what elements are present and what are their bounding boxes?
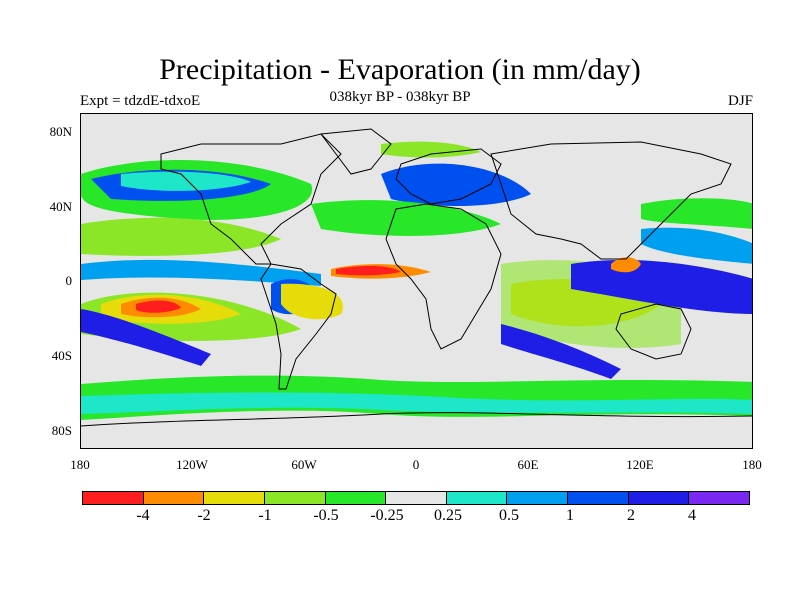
field-spac-red bbox=[136, 300, 181, 313]
lat-label-0: 0 bbox=[65, 273, 73, 288]
lon-label-60w: 60W bbox=[291, 457, 317, 472]
field-spcz-blue bbox=[81, 309, 211, 366]
experiment-label: Expt = tdzdE-tdxoE bbox=[80, 93, 201, 109]
colorbar-box-4 bbox=[325, 492, 387, 504]
cb-label-05: 0.5 bbox=[499, 507, 519, 524]
plot-subtitle: 038kyr BP - 038kyr BP bbox=[329, 89, 471, 105]
field-atl-red bbox=[336, 265, 401, 276]
field-nsub-yellowgreen bbox=[81, 217, 281, 256]
cb-label-neg2: -2 bbox=[197, 507, 211, 524]
coast-north-america bbox=[160, 133, 342, 265]
colorbar-box-8 bbox=[568, 492, 629, 504]
coast-australia bbox=[615, 303, 692, 360]
coast-europe bbox=[395, 148, 502, 205]
field-shading bbox=[81, 141, 752, 420]
colorbar-box-6 bbox=[446, 492, 508, 504]
colorbar-box-7 bbox=[507, 492, 569, 504]
coastlines bbox=[81, 128, 752, 427]
lon-label-60e: 60E bbox=[517, 457, 539, 472]
cb-label-4: 4 bbox=[688, 507, 696, 524]
colorbar bbox=[82, 491, 750, 505]
lat-label-40s: 40S bbox=[51, 348, 72, 363]
field-npac-cyan bbox=[121, 171, 251, 191]
field-scs-orange bbox=[611, 257, 641, 273]
cb-label-2: 2 bbox=[627, 507, 635, 524]
field-arctic-green bbox=[381, 141, 481, 158]
lon-label-120w: 120W bbox=[176, 457, 208, 472]
coast-greenland bbox=[320, 128, 392, 175]
field-southern-cyan bbox=[81, 392, 752, 414]
field-natl-green bbox=[311, 200, 501, 236]
lat-label-80s: 80S bbox=[51, 423, 72, 438]
cb-label-neg05: -0.5 bbox=[313, 507, 339, 524]
cb-label-1: 1 bbox=[566, 507, 574, 524]
field-natl-blue bbox=[381, 163, 531, 206]
map-panel bbox=[80, 113, 753, 449]
lon-label-180w: 180 bbox=[70, 457, 90, 472]
colorbar-box-3 bbox=[264, 492, 326, 504]
field-wpac-green bbox=[641, 198, 752, 229]
field-sio-blue bbox=[501, 324, 621, 379]
lon-label-180e: 180 bbox=[742, 457, 762, 472]
field-satl-yellow bbox=[281, 283, 343, 320]
map-field bbox=[81, 128, 752, 427]
colorbar-box-10 bbox=[689, 492, 750, 504]
cb-label-neg4: -4 bbox=[136, 507, 150, 524]
lon-label-0: 0 bbox=[412, 457, 420, 472]
season-label: DJF bbox=[727, 93, 753, 109]
colorbar-box-9 bbox=[628, 492, 690, 504]
colorbar-box-1 bbox=[143, 492, 205, 504]
colorbar-box-5 bbox=[386, 492, 447, 504]
cb-label-025: 0.25 bbox=[434, 507, 462, 524]
cb-label-neg025: -0.25 bbox=[370, 507, 404, 524]
lat-label-40n: 40N bbox=[49, 199, 72, 214]
coast-antarctica bbox=[81, 412, 752, 427]
plot-title: Precipitation - Evaporation (in mm/day) bbox=[159, 53, 641, 86]
cb-label-neg1: -1 bbox=[258, 507, 272, 524]
field-wpac-blue bbox=[571, 259, 752, 314]
coast-africa bbox=[385, 203, 502, 350]
lon-label-120e: 120E bbox=[626, 457, 654, 472]
coast-asia bbox=[490, 141, 732, 260]
field-wpac-lightblue bbox=[641, 227, 752, 264]
lat-label-80n: 80N bbox=[49, 124, 72, 139]
colorbar-box-2 bbox=[204, 492, 265, 504]
coast-south-america bbox=[260, 263, 337, 390]
colorbar-box-0 bbox=[83, 492, 144, 504]
